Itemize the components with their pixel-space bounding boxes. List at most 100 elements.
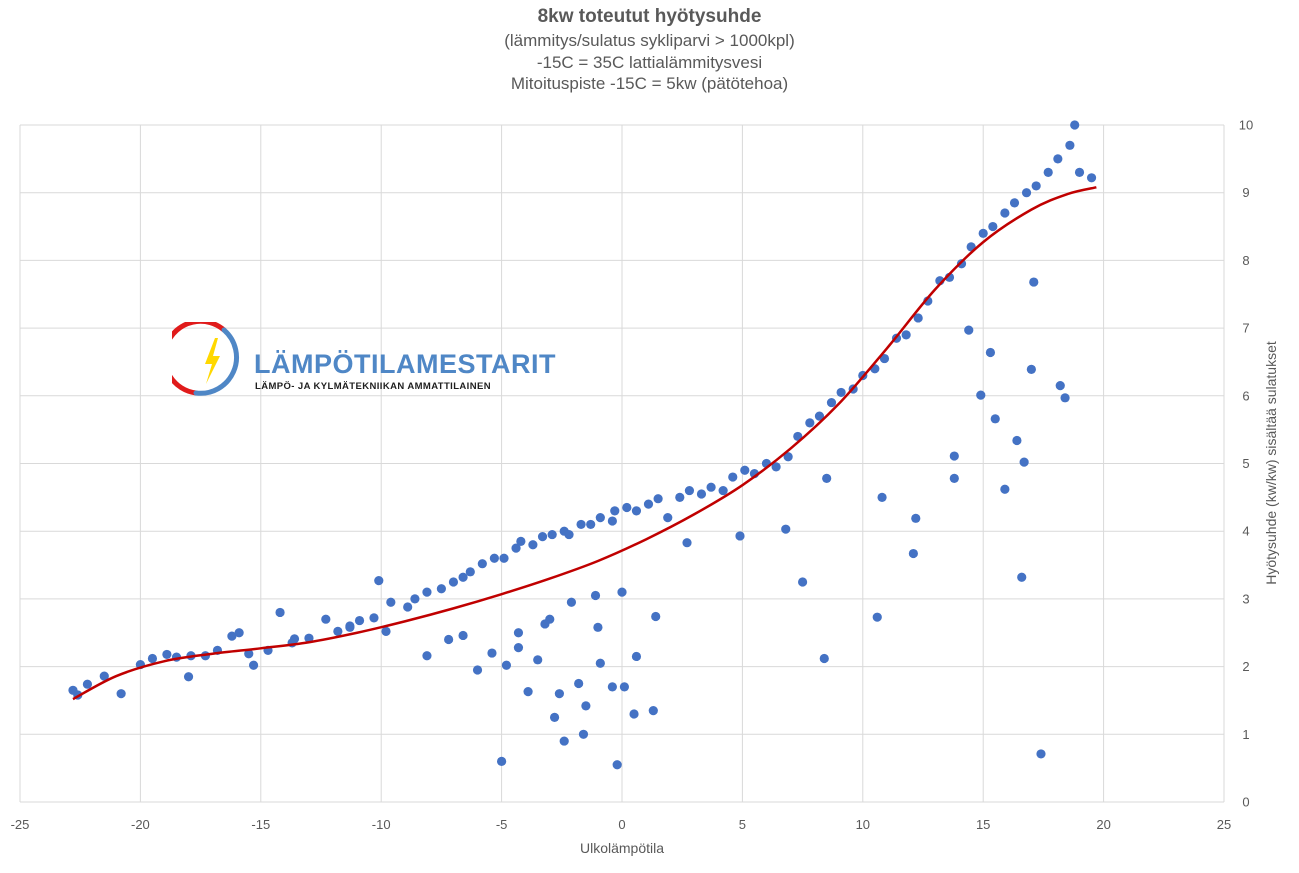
logo-tagline: LÄMPÖ- JA KYLMÄTEKNIIKAN AMMATTILAINEN xyxy=(255,381,491,392)
data-point xyxy=(499,553,509,563)
data-point xyxy=(653,494,663,504)
data-point xyxy=(533,655,543,665)
data-point xyxy=(549,712,560,722)
data-point xyxy=(651,611,661,622)
data-point xyxy=(369,613,379,623)
data-point xyxy=(1021,188,1032,198)
y-tick-labels: 0 1 2 3 4 5 6 7 8 9 10 xyxy=(1239,118,1253,810)
company-logo: LÄMPÖTILAMESTARIT LÄMPÖ- JA KYLMÄTEKNIIK… xyxy=(172,322,555,402)
logo-ring-icon xyxy=(172,322,239,396)
grid-lines xyxy=(19,124,1225,803)
data-point xyxy=(321,614,331,624)
data-point xyxy=(1000,484,1010,494)
data-point xyxy=(345,621,355,631)
data-point xyxy=(465,567,475,577)
data-point xyxy=(771,462,781,472)
data-point xyxy=(333,626,343,636)
data-point xyxy=(696,489,707,499)
data-point xyxy=(410,594,420,604)
logo-brand-text: LÄMPÖTILAMESTARIT xyxy=(254,349,556,379)
data-point xyxy=(978,228,988,238)
data-point xyxy=(783,452,793,462)
data-point xyxy=(513,628,524,638)
data-point xyxy=(1070,120,1080,130)
data-point xyxy=(354,615,365,626)
data-point xyxy=(814,411,825,421)
x-tick-label: -15 xyxy=(251,817,270,832)
data-point xyxy=(901,330,911,340)
data-point xyxy=(422,587,432,597)
data-point xyxy=(629,709,639,719)
x-tick-label: 15 xyxy=(976,817,990,832)
data-point xyxy=(116,689,126,699)
data-point xyxy=(622,502,632,513)
data-point xyxy=(472,665,483,675)
x-tick-label: -10 xyxy=(372,817,391,832)
data-point xyxy=(1043,167,1053,177)
y-tick-label: 7 xyxy=(1242,321,1249,336)
data-point xyxy=(728,472,738,482)
x-axis-label: Ulkolämpötila xyxy=(580,840,664,856)
x-tick-labels: -25 -20 -15 -10 -5 0 5 10 15 20 25 xyxy=(11,817,1232,832)
data-point xyxy=(436,584,446,594)
data-point xyxy=(612,760,622,770)
chart-title: 8kw toteutut hyötysuhde xyxy=(537,6,762,27)
data-point xyxy=(648,706,658,716)
y-tick-label: 2 xyxy=(1242,659,1249,674)
y-tick-label: 0 xyxy=(1242,795,1249,810)
y-tick-label: 10 xyxy=(1239,118,1253,133)
y-tick-label: 8 xyxy=(1242,253,1249,268)
data-point xyxy=(162,649,172,660)
data-point xyxy=(564,529,574,540)
data-point xyxy=(547,529,557,540)
data-point xyxy=(617,587,627,597)
y-tick-label: 4 xyxy=(1242,524,1249,539)
data-point xyxy=(147,653,158,664)
data-point xyxy=(913,313,923,323)
data-point xyxy=(1055,381,1065,391)
data-point xyxy=(1086,173,1097,183)
data-point xyxy=(458,630,468,641)
data-point xyxy=(82,679,93,689)
data-point xyxy=(537,532,548,542)
y-tick-label: 5 xyxy=(1242,456,1249,471)
data-point xyxy=(540,619,550,629)
data-point xyxy=(403,602,413,612)
data-point xyxy=(487,648,497,658)
data-point xyxy=(826,397,837,408)
chart-title-block: 8kw toteutut hyötysuhde (lämmitys/sulatu… xyxy=(0,4,1299,95)
data-point xyxy=(497,756,507,766)
data-point xyxy=(684,485,695,496)
data-point xyxy=(576,519,586,530)
data-point xyxy=(877,492,887,502)
data-point xyxy=(631,506,642,516)
data-point xyxy=(956,259,967,269)
data-point xyxy=(985,347,996,358)
data-point xyxy=(1074,167,1085,177)
data-point xyxy=(513,643,524,653)
data-point xyxy=(610,506,620,516)
data-point xyxy=(595,658,605,668)
data-point xyxy=(822,473,832,483)
data-point xyxy=(422,651,432,661)
data-point xyxy=(781,524,791,534)
data-point xyxy=(911,513,921,523)
data-point xyxy=(1053,154,1063,164)
data-point xyxy=(595,513,605,523)
data-point xyxy=(458,572,468,582)
data-point xyxy=(1012,435,1022,446)
data-point xyxy=(227,631,237,641)
chart-subtitle-2: -15C = 35C lattialämmitysvesi xyxy=(536,52,763,72)
data-point xyxy=(964,325,974,335)
y-axis-label: Hyötysuhde (kw/kw) sisältää sulatukset xyxy=(1263,341,1279,585)
data-point xyxy=(234,628,244,638)
data-point xyxy=(1019,457,1029,467)
data-point xyxy=(872,612,882,622)
x-tick-label: -20 xyxy=(131,817,150,832)
y-tick-label: 9 xyxy=(1242,185,1249,200)
data-point xyxy=(793,431,803,442)
data-point xyxy=(574,678,584,689)
data-point xyxy=(99,671,109,681)
data-point xyxy=(248,660,259,670)
data-point xyxy=(523,687,533,697)
